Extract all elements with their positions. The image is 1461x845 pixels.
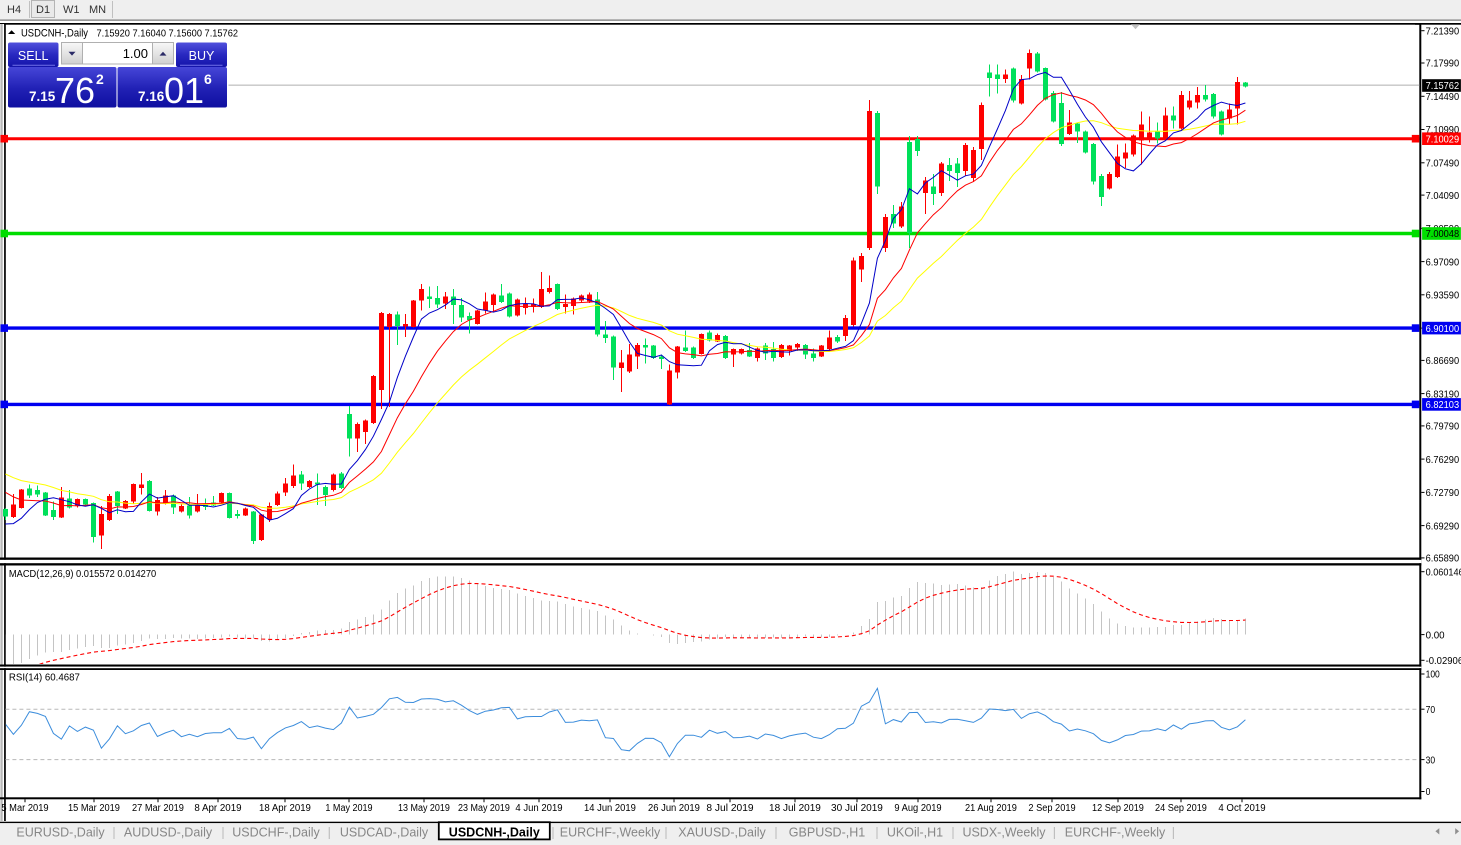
svg-text:6.65890: 6.65890	[1426, 554, 1460, 565]
svg-text:USDCHF-,Daily: USDCHF-,Daily	[232, 826, 320, 840]
svg-text:USDX-,Weekly: USDX-,Weekly	[962, 826, 1046, 840]
svg-text:24 Sep 2019: 24 Sep 2019	[1155, 803, 1207, 814]
svg-text:70: 70	[1426, 705, 1436, 716]
svg-text:XAUUSD-,Daily: XAUUSD-,Daily	[678, 826, 766, 840]
svg-text:7.07490: 7.07490	[1426, 159, 1460, 170]
svg-text:EURCHF-,Weekly: EURCHF-,Weekly	[560, 826, 661, 840]
svg-text:AUDUSD-,Daily: AUDUSD-,Daily	[124, 826, 213, 840]
svg-text:2 Sep 2019: 2 Sep 2019	[1028, 803, 1076, 814]
svg-text:6: 6	[204, 71, 212, 87]
svg-text:7.21390: 7.21390	[1426, 26, 1460, 37]
svg-text:4 Jun 2019: 4 Jun 2019	[515, 803, 563, 814]
svg-text:0: 0	[1426, 787, 1431, 798]
svg-text:2: 2	[96, 71, 104, 87]
svg-text:5 Mar 2019: 5 Mar 2019	[1, 803, 49, 814]
svg-text:18 Apr 2019: 18 Apr 2019	[259, 803, 311, 814]
svg-text:18 Jul 2019: 18 Jul 2019	[769, 803, 821, 814]
svg-text:6.97090: 6.97090	[1426, 257, 1460, 268]
svg-text:26 Jun 2019: 26 Jun 2019	[648, 803, 700, 814]
svg-text:76: 76	[55, 70, 95, 111]
svg-text:7.00048: 7.00048	[1426, 229, 1460, 240]
svg-text:15 Mar 2019: 15 Mar 2019	[68, 803, 120, 814]
svg-text:4 Oct 2019: 4 Oct 2019	[1218, 803, 1266, 814]
svg-text:6.72790: 6.72790	[1426, 488, 1460, 499]
svg-text:UKOil-,H1: UKOil-,H1	[887, 826, 943, 840]
svg-text:7.15920 7.16040 7.15600 7.1576: 7.15920 7.16040 7.15600 7.15762	[97, 27, 239, 39]
svg-text:|: |	[551, 826, 554, 840]
svg-text:D1: D1	[36, 4, 50, 16]
svg-text:|: |	[664, 826, 667, 840]
svg-text:6.83190: 6.83190	[1426, 389, 1460, 400]
svg-text:|: |	[875, 826, 878, 840]
svg-text:|: |	[221, 826, 224, 840]
svg-text:6.69290: 6.69290	[1426, 521, 1460, 532]
svg-text:0.00: 0.00	[1426, 630, 1445, 641]
svg-text:7.04090: 7.04090	[1426, 191, 1460, 202]
svg-text:USDCNH-,Daily: USDCNH-,Daily	[21, 27, 88, 39]
svg-text:6.86690: 6.86690	[1426, 356, 1460, 367]
svg-text:12 Sep 2019: 12 Sep 2019	[1092, 803, 1144, 814]
svg-text:8 Apr 2019: 8 Apr 2019	[194, 803, 242, 814]
svg-text:-0.029064: -0.029064	[1426, 656, 1461, 667]
svg-text:01: 01	[164, 70, 204, 111]
svg-text:GBPUSD-,H1: GBPUSD-,H1	[789, 826, 865, 840]
svg-text:6.76290: 6.76290	[1426, 455, 1460, 466]
svg-text:BUY: BUY	[189, 49, 215, 63]
svg-text:H4: H4	[7, 4, 21, 16]
svg-text:7.17990: 7.17990	[1426, 59, 1460, 70]
svg-text:7.10029: 7.10029	[1426, 134, 1460, 145]
svg-text:EURCHF-,Weekly: EURCHF-,Weekly	[1065, 826, 1166, 840]
svg-text:8 Jul 2019: 8 Jul 2019	[706, 803, 754, 814]
svg-text:|: |	[1053, 826, 1056, 840]
svg-text:6.82103: 6.82103	[1426, 400, 1460, 411]
svg-text:6.93590: 6.93590	[1426, 291, 1460, 302]
svg-text:9 Aug 2019: 9 Aug 2019	[894, 803, 942, 814]
svg-text:|: |	[112, 826, 115, 840]
svg-text:1.00: 1.00	[123, 46, 148, 61]
svg-text:|: |	[1172, 826, 1175, 840]
svg-text:7.15762: 7.15762	[1426, 81, 1460, 92]
svg-text:30 Jul 2019: 30 Jul 2019	[831, 803, 883, 814]
svg-text:7.14490: 7.14490	[1426, 92, 1460, 103]
svg-text:30: 30	[1426, 755, 1436, 766]
svg-text:6.90100: 6.90100	[1426, 324, 1460, 335]
svg-text:USDCNH-,Daily: USDCNH-,Daily	[449, 826, 540, 840]
svg-text:23 May 2019: 23 May 2019	[458, 803, 510, 814]
svg-text:21 Aug 2019: 21 Aug 2019	[965, 803, 1017, 814]
svg-text:MACD(12,26,9) 0.015572 0.01427: MACD(12,26,9) 0.015572 0.014270	[9, 568, 156, 580]
svg-text:SELL: SELL	[18, 49, 49, 63]
svg-text:RSI(14) 60.4687: RSI(14) 60.4687	[9, 672, 80, 684]
svg-text:0.060146: 0.060146	[1426, 567, 1461, 578]
svg-text:7.16: 7.16	[138, 89, 165, 104]
svg-text:14 Jun 2019: 14 Jun 2019	[584, 803, 636, 814]
svg-text:27 Mar 2019: 27 Mar 2019	[132, 803, 184, 814]
svg-text:EURUSD-,Daily: EURUSD-,Daily	[16, 826, 105, 840]
svg-text:USDCAD-,Daily: USDCAD-,Daily	[340, 826, 429, 840]
svg-text:W1: W1	[63, 4, 80, 16]
svg-text:100: 100	[1426, 670, 1440, 681]
svg-text:7.10990: 7.10990	[1426, 125, 1460, 136]
svg-text:7.15: 7.15	[29, 89, 56, 104]
svg-text:6.79790: 6.79790	[1426, 422, 1460, 433]
svg-text:MN: MN	[89, 4, 106, 16]
svg-text:|: |	[951, 826, 954, 840]
svg-text:1 May 2019: 1 May 2019	[325, 803, 373, 814]
svg-text:|: |	[774, 826, 777, 840]
svg-text:|: |	[328, 826, 331, 840]
svg-text:13 May 2019: 13 May 2019	[398, 803, 450, 814]
